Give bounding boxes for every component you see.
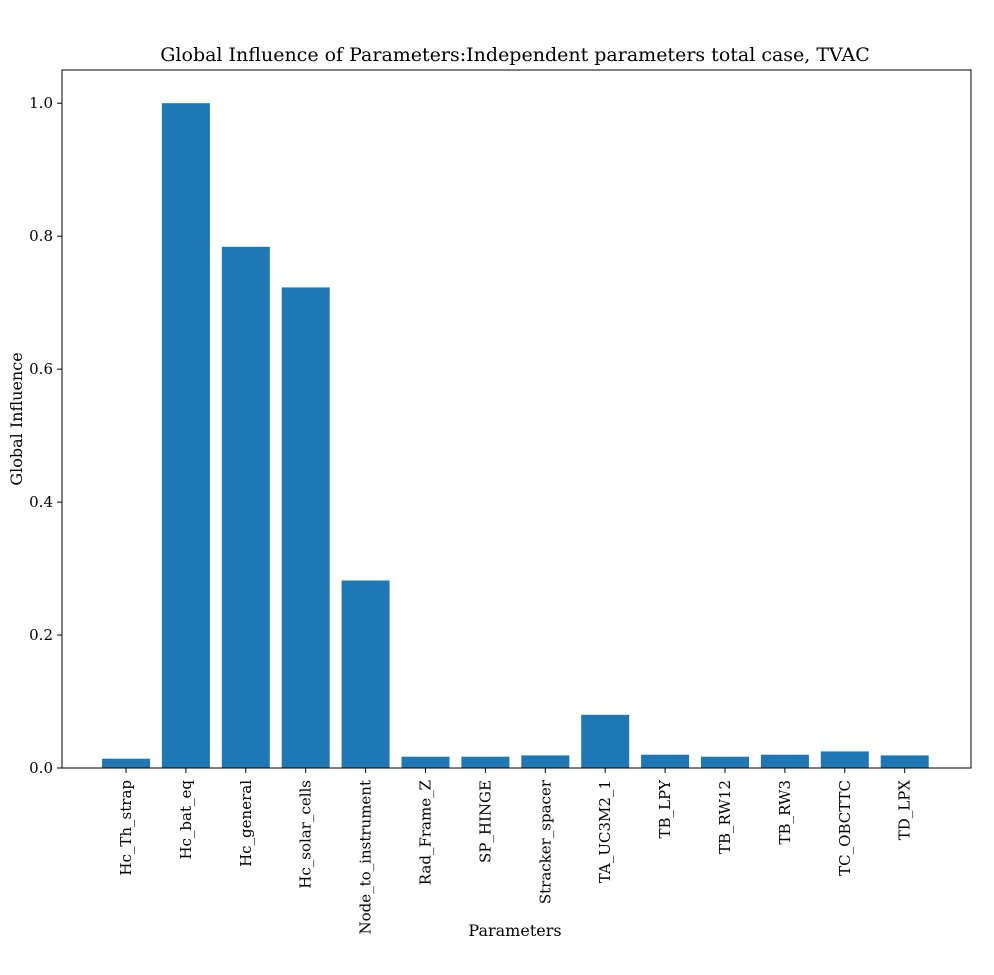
bar-Hc_bat_eq (161, 103, 210, 768)
y-tick-label: 0.0 (29, 759, 53, 777)
x-tick-label: TB_LPY (656, 779, 674, 839)
x-tick-label: TB_RW3 (776, 780, 794, 844)
bar-TB_LPY (641, 754, 690, 768)
x-tick-label: Hc_general (237, 780, 255, 867)
bar-TC_OBCTTC (820, 751, 869, 768)
x-tick-label: TC_OBCTTC (836, 780, 854, 876)
x-tick-label: Hc_solar_cells (297, 780, 315, 889)
bar-TB_RW12 (701, 756, 749, 768)
x-axis-ticks: Hc_Th_strap Hc_bat_eq Hc_general Hc_solar_c… (117, 768, 914, 935)
y-tick-label: 1.0 (29, 94, 53, 112)
chart-title: Global Influence of Parameters:Independe… (160, 44, 870, 66)
x-tick-label: Stracker_spacer (536, 779, 554, 904)
x-axis-label: Parameters (468, 921, 561, 940)
bar-Node_to_instrument (341, 580, 390, 768)
bar-Hc_Th_strap (102, 758, 150, 768)
plot-frame (61, 69, 972, 769)
x-tick-label: TB_RW12 (716, 780, 734, 854)
bar-Hc_solar_cells (281, 287, 330, 768)
bar-TB_RW3 (760, 754, 809, 768)
x-tick-label: Rad_Frame_Z (417, 780, 435, 885)
x-tick-label: SP_HINGE (476, 780, 494, 863)
bars-group (102, 103, 929, 769)
x-tick-label: Node_to_instrument (357, 780, 375, 935)
y-tick-label: 0.6 (29, 360, 53, 378)
y-axis-label: Global Influence (7, 352, 26, 485)
bar-TD_LPX (880, 755, 929, 768)
x-tick-label: TA_UC3M2_1 (596, 780, 614, 883)
bar-Stracker_spacer (521, 755, 570, 768)
x-tick-label: Hc_bat_eq (177, 780, 195, 860)
bar-TA_UC3M2_1 (581, 714, 630, 768)
y-tick-label: 0.4 (29, 493, 53, 511)
x-tick-label: TD_LPX (896, 780, 914, 841)
bar-Rad_Frame_Z (401, 756, 450, 768)
y-tick-label: 0.8 (29, 227, 53, 245)
y-tick-label: 0.2 (29, 626, 53, 644)
x-tick-label: Hc_Th_strap (117, 780, 135, 876)
bar-Hc_general (221, 246, 270, 769)
y-axis-ticks: 0.0 0.2 0.4 0.6 0.8 1.0 (29, 94, 62, 777)
bar-SP_HINGE (461, 756, 510, 768)
